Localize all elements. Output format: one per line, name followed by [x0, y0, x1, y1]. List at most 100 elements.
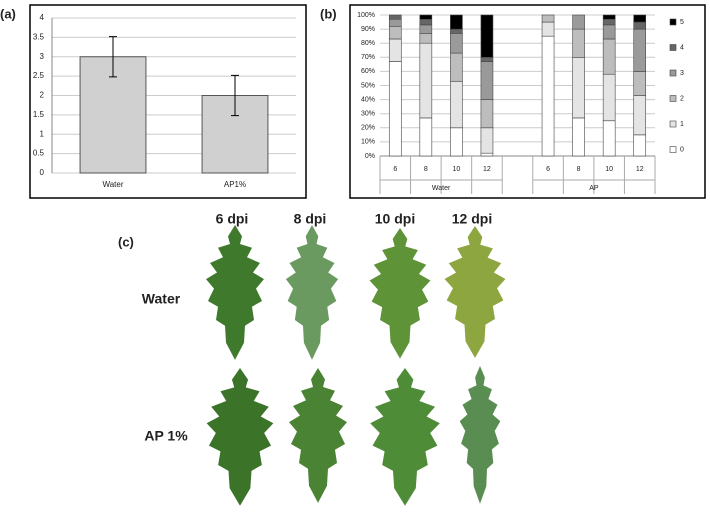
- y-tick-label: 80%: [361, 40, 375, 47]
- panel-label: (a): [0, 6, 16, 21]
- bar-segment: [480, 56, 494, 62]
- y-tick-label: 40%: [361, 96, 375, 103]
- bar-segment: [633, 71, 647, 96]
- leaf-photos: [206, 225, 506, 506]
- bar-segment: [633, 14, 647, 23]
- bar-segment: [419, 117, 433, 157]
- x-tick-label: Water: [102, 180, 123, 189]
- bar-segment: [450, 80, 463, 129]
- y-tick-label: 60%: [361, 68, 375, 75]
- legend-label: 1: [680, 121, 684, 128]
- y-tick-label: 0.5: [33, 149, 45, 158]
- leaf: [206, 368, 274, 506]
- bar-segment: [450, 127, 463, 157]
- bar-segment: [633, 21, 647, 30]
- bar-segment: [419, 14, 433, 20]
- x-tick-label: 6: [393, 166, 397, 173]
- bar-segment: [633, 28, 647, 72]
- bar-segment: [572, 28, 585, 58]
- bar-segment: [419, 18, 433, 26]
- y-tick-label: 0%: [365, 153, 375, 160]
- group-label: Water: [432, 185, 451, 192]
- leaf: [206, 225, 264, 360]
- bar-segment: [633, 134, 647, 157]
- legend-label: 5: [680, 19, 684, 26]
- bar-segment: [572, 117, 585, 157]
- bar-segment: [480, 99, 494, 129]
- bar-segment: [541, 35, 555, 157]
- x-tick-label: 6: [546, 166, 550, 173]
- bar-segment: [450, 14, 463, 30]
- y-tick-label: 90%: [361, 26, 375, 33]
- bar-segment: [419, 33, 433, 44]
- panel-b-frame: [349, 4, 706, 199]
- bar-segment: [388, 18, 402, 27]
- bar-segment: [419, 24, 433, 34]
- legend-swatch: [669, 146, 677, 153]
- leaf: [369, 228, 431, 359]
- leaf: [289, 368, 347, 503]
- legend-label: 3: [680, 70, 684, 77]
- group-label: AP: [589, 185, 599, 192]
- leaf: [459, 366, 501, 504]
- bar-segment: [572, 14, 585, 30]
- y-tick-label: 3.5: [33, 32, 45, 41]
- bar-segment: [419, 42, 433, 119]
- y-tick-label: 3: [40, 52, 45, 61]
- row-label: AP 1%: [144, 428, 188, 444]
- bar: [201, 95, 269, 174]
- bar-segment: [602, 38, 616, 75]
- bar-segment: [480, 152, 494, 157]
- y-tick-label: 2: [40, 91, 45, 100]
- panel-label: (c): [118, 234, 134, 249]
- leaf: [370, 368, 440, 506]
- column-label: 6 dpi: [216, 211, 249, 227]
- leaf: [444, 226, 506, 359]
- bar-segment: [602, 24, 616, 40]
- panel-label: (b): [320, 6, 337, 21]
- y-tick-label: 1.5: [33, 110, 45, 119]
- y-tick-label: 50%: [361, 82, 375, 89]
- y-tick-label: 1: [40, 129, 45, 138]
- bar-segment: [450, 33, 463, 54]
- x-tick-label: AP1%: [224, 180, 246, 189]
- legend-swatch: [669, 120, 677, 128]
- legend-label: 0: [680, 146, 684, 153]
- y-tick-label: 2.5: [33, 71, 45, 80]
- legend-swatch: [669, 18, 677, 26]
- bar-segment: [602, 120, 616, 157]
- column-label: 8 dpi: [294, 211, 327, 227]
- bar-segment: [450, 52, 463, 82]
- x-tick-label: 10: [452, 166, 460, 173]
- bar-segment: [480, 61, 494, 100]
- column-label: 10 dpi: [375, 211, 415, 227]
- y-tick-label: 4: [40, 13, 45, 22]
- bar-segment: [541, 14, 555, 23]
- y-tick-label: 100%: [357, 12, 375, 19]
- bar-segment: [388, 14, 402, 20]
- x-tick-label: 10: [605, 166, 613, 173]
- bar-segment: [602, 73, 616, 122]
- bar-segment: [602, 14, 616, 20]
- y-tick-label: 0: [40, 168, 45, 177]
- x-tick-label: 12: [483, 166, 491, 173]
- x-tick-label: 12: [636, 166, 644, 173]
- error-bar: [109, 36, 117, 78]
- column-label: 12 dpi: [452, 211, 492, 227]
- y-tick-label: 10%: [361, 139, 375, 146]
- bar-segment: [602, 18, 616, 26]
- x-tick-label: 8: [577, 166, 581, 173]
- legend-label: 2: [680, 95, 684, 102]
- legend-swatch: [669, 95, 677, 102]
- panel-a-frame: [29, 4, 307, 199]
- bar-segment: [388, 25, 402, 40]
- bar-segment: [572, 56, 585, 119]
- y-tick-label: 30%: [361, 111, 375, 118]
- legend-swatch: [669, 69, 677, 77]
- bar-segment: [633, 95, 647, 136]
- leaf: [285, 225, 339, 360]
- bar-segment: [541, 21, 555, 37]
- legend-swatch: [669, 44, 677, 51]
